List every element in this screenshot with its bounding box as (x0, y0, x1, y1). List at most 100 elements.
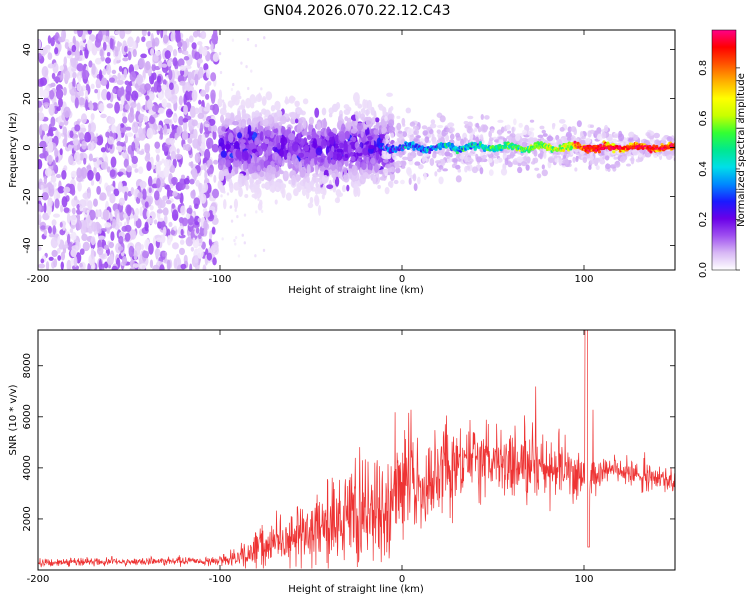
heatmap-cell (224, 144, 231, 150)
heatmap-cell (118, 246, 124, 251)
heatmap-cell (146, 127, 154, 140)
heatmap-cell (229, 205, 232, 209)
heatmap-cell (117, 171, 124, 176)
heatmap-cell (38, 245, 42, 252)
heatmap-cell (219, 186, 226, 193)
heatmap-cell (162, 79, 167, 86)
heatmap-cell (570, 149, 574, 155)
heatmap-cell (398, 151, 403, 158)
heatmap-cell (359, 113, 366, 121)
heatmap-cell (196, 30, 201, 37)
heatmap-cell (241, 233, 244, 237)
heatmap-cell (138, 57, 146, 69)
heatmap-cell (93, 136, 98, 144)
heatmap-cell (527, 130, 532, 136)
heatmap-cell (309, 147, 317, 159)
heatmap-cell (237, 132, 243, 139)
heatmap-cell (85, 99, 89, 112)
heatmap-cell (156, 30, 160, 36)
heatmap-cell (168, 82, 174, 90)
heatmap-cell (132, 41, 137, 52)
heatmap-cell (211, 244, 219, 251)
heatmap-cell (111, 124, 116, 134)
heatmap-cell (87, 169, 94, 181)
heatmap-cell (136, 73, 144, 85)
heatmap-cell (39, 140, 47, 149)
heatmap-cell (343, 109, 351, 116)
heatmap-cell (504, 157, 509, 166)
heatmap-cell (59, 65, 65, 71)
heatmap-cell (229, 184, 234, 194)
heatmap-cell (374, 117, 380, 123)
heatmap-cell (428, 150, 432, 154)
heatmap-cell (660, 147, 664, 150)
heatmap-cell (310, 167, 315, 173)
heatmap-cell (179, 239, 185, 245)
heatmap-cell (62, 244, 69, 249)
heatmap-cell (66, 233, 71, 245)
heatmap-cell (490, 128, 495, 134)
heatmap-cell (238, 105, 246, 110)
heatmap-cell (262, 248, 266, 252)
heatmap-cell (541, 164, 545, 170)
heatmap-cell (666, 154, 673, 160)
heatmap-cell (163, 158, 170, 168)
heatmap-cell (539, 150, 545, 157)
heatmap-cell (233, 160, 240, 168)
heatmap-cell (466, 163, 473, 172)
heatmap-cell (47, 141, 54, 153)
heatmap-cell (98, 102, 105, 113)
heatmap-cell (602, 155, 606, 160)
heatmap-cell (230, 219, 234, 223)
heatmap-cell (589, 129, 595, 134)
heatmap-cell (95, 172, 101, 182)
heatmap-cell (73, 30, 78, 35)
heatmap-cell (54, 147, 59, 158)
heatmap-cell (161, 63, 168, 68)
heatmap-cell (328, 169, 333, 175)
heatmap-cell (171, 123, 175, 130)
heatmap-cell (170, 165, 176, 173)
heatmap-cell (595, 165, 600, 171)
heatmap-cell (175, 30, 181, 42)
heatmap-cell (131, 90, 139, 101)
heatmap-cell (130, 106, 134, 115)
heatmap-cell (618, 133, 625, 142)
heatmap-cell (279, 148, 285, 159)
heatmap-cell (294, 100, 300, 106)
heatmap-cell (161, 251, 166, 257)
heatmap-cell (493, 151, 500, 156)
heatmap-cell (547, 156, 555, 163)
heatmap-cell (38, 203, 42, 212)
heatmap-cell (428, 128, 434, 135)
heatmap-cell (124, 224, 132, 232)
heatmap-cell (306, 134, 312, 141)
heatmap-cell (148, 116, 156, 125)
heatmap-cell (479, 134, 484, 140)
heatmap-cell (242, 150, 249, 161)
heatmap-cell (500, 167, 508, 176)
heatmap-cell (155, 154, 160, 162)
heatmap-cell (94, 57, 102, 65)
heatmap-cell (396, 115, 401, 120)
heatmap-cell (227, 132, 234, 143)
heatmap-cell (286, 152, 292, 161)
heatmap-cell (204, 148, 211, 161)
heatmap-cell (493, 158, 500, 164)
heatmap-cell (615, 145, 619, 148)
heatmap-cell (179, 247, 185, 256)
heatmap-cell (233, 181, 240, 191)
heatmap-cell (614, 161, 621, 168)
heatmap-cell (203, 211, 211, 218)
heatmap-cell (73, 196, 78, 201)
heatmap-cell (115, 145, 123, 151)
heatmap-cell (158, 220, 166, 228)
snr-series-line (38, 330, 675, 569)
heatmap-cell (240, 61, 243, 65)
heatmap-cell (71, 207, 76, 214)
heatmap-cell (259, 171, 265, 178)
heatmap-cell (329, 163, 337, 171)
heatmap-cell (533, 157, 539, 164)
heatmap-cell (588, 165, 592, 170)
